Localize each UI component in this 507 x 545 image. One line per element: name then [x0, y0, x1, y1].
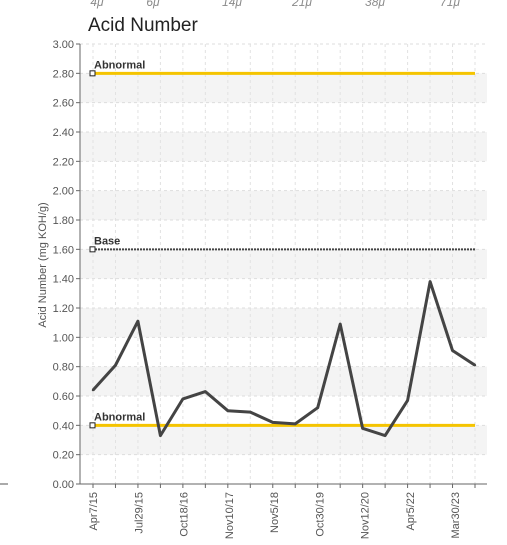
top-tick: 6μ — [146, 0, 160, 9]
x-tick-label: Nov12/20 — [360, 492, 372, 539]
reference-marker — [89, 70, 96, 77]
x-tick-label: Jul29/15 — [133, 492, 145, 534]
data-point — [383, 434, 387, 437]
x-tick-label: Apr7/15 — [88, 492, 100, 531]
plot-band — [80, 249, 487, 279]
top-tick: 38μ — [365, 0, 385, 9]
data-point — [159, 434, 162, 437]
top-tick: 14μ — [222, 0, 242, 9]
series-lines — [91, 280, 477, 438]
y-tick-label: 1.00 — [53, 332, 74, 344]
data-point — [271, 421, 274, 424]
data-point — [361, 427, 364, 430]
y-tick-labels: 0.00 0.20 0.40 0.60 0.80 1.00 1.20 1.40 1.60 1.80… — [53, 39, 74, 491]
data-point — [226, 409, 230, 412]
series-line — [91, 280, 476, 438]
reference-marker — [89, 246, 96, 253]
y-tick-label: 2.60 — [53, 98, 74, 110]
data-point — [316, 406, 319, 409]
data-point — [91, 388, 95, 392]
y-tick-label: 2.80 — [53, 68, 74, 80]
y-tick-label: 1.40 — [53, 274, 74, 286]
reference-label: Base — [94, 235, 120, 247]
y-tick-label: 0.00 — [53, 479, 74, 491]
y-tick-label: 2.00 — [53, 186, 74, 198]
x-tick-label: Nov10/17 — [224, 492, 236, 539]
y-tick-label: 0.20 — [53, 450, 74, 462]
reference-label: Abnormal — [94, 59, 145, 71]
reference-lines: Abnormal Base Abnormal — [89, 59, 475, 429]
y-tick-label: 1.80 — [53, 215, 74, 227]
data-point — [338, 322, 342, 326]
data-point — [451, 349, 454, 352]
plot-band — [80, 73, 487, 103]
top-tick: 21μ — [291, 0, 312, 9]
top-tick: 71μ — [440, 0, 460, 9]
top-tick-row: 4μ 6μ 14μ 21μ 38μ 71μ — [90, 0, 460, 9]
y-tick-label: 0.80 — [53, 362, 74, 374]
plot-band — [80, 366, 487, 396]
plot-band — [80, 190, 487, 220]
x-tick-labels: Apr7/15 Jul29/15 Oct18/16 Nov10/17 Nov5/18 Oc… — [88, 492, 462, 539]
reference-label: Abnormal — [94, 411, 145, 423]
y-tick-label: 3.00 — [53, 39, 74, 51]
plot-band — [80, 425, 487, 455]
plot-band — [80, 132, 487, 162]
y-tick-label: 0.60 — [53, 391, 74, 403]
x-tick-label: Oct30/19 — [314, 492, 326, 537]
x-tick-label: Apr5/22 — [405, 492, 417, 531]
data-point — [136, 320, 140, 323]
data-point — [249, 410, 252, 414]
reference-marker — [89, 422, 96, 429]
x-tick-label: Nov5/18 — [269, 492, 281, 533]
data-point — [114, 364, 117, 367]
x-tick-label: Mar30/23 — [450, 492, 462, 538]
data-point — [473, 364, 477, 367]
y-tick-label: 2.20 — [53, 156, 74, 168]
y-tick-label: 1.20 — [53, 303, 74, 315]
y-tick-label: 0.40 — [53, 420, 74, 432]
data-point — [406, 399, 409, 402]
data-point — [204, 390, 207, 393]
y-axis-label: Acid Number (mg KOH/g) — [37, 202, 49, 327]
y-tick-label: 1.60 — [53, 244, 74, 256]
plot-bands — [80, 73, 487, 455]
data-point — [294, 422, 297, 426]
top-tick: 4μ — [90, 0, 104, 9]
x-tick-label: Oct18/16 — [179, 492, 191, 537]
data-point — [181, 397, 185, 401]
chart-title: Acid Number — [88, 15, 198, 36]
axes — [76, 43, 487, 488]
data-point — [428, 280, 432, 283]
y-tick-label: 2.40 — [53, 127, 74, 139]
